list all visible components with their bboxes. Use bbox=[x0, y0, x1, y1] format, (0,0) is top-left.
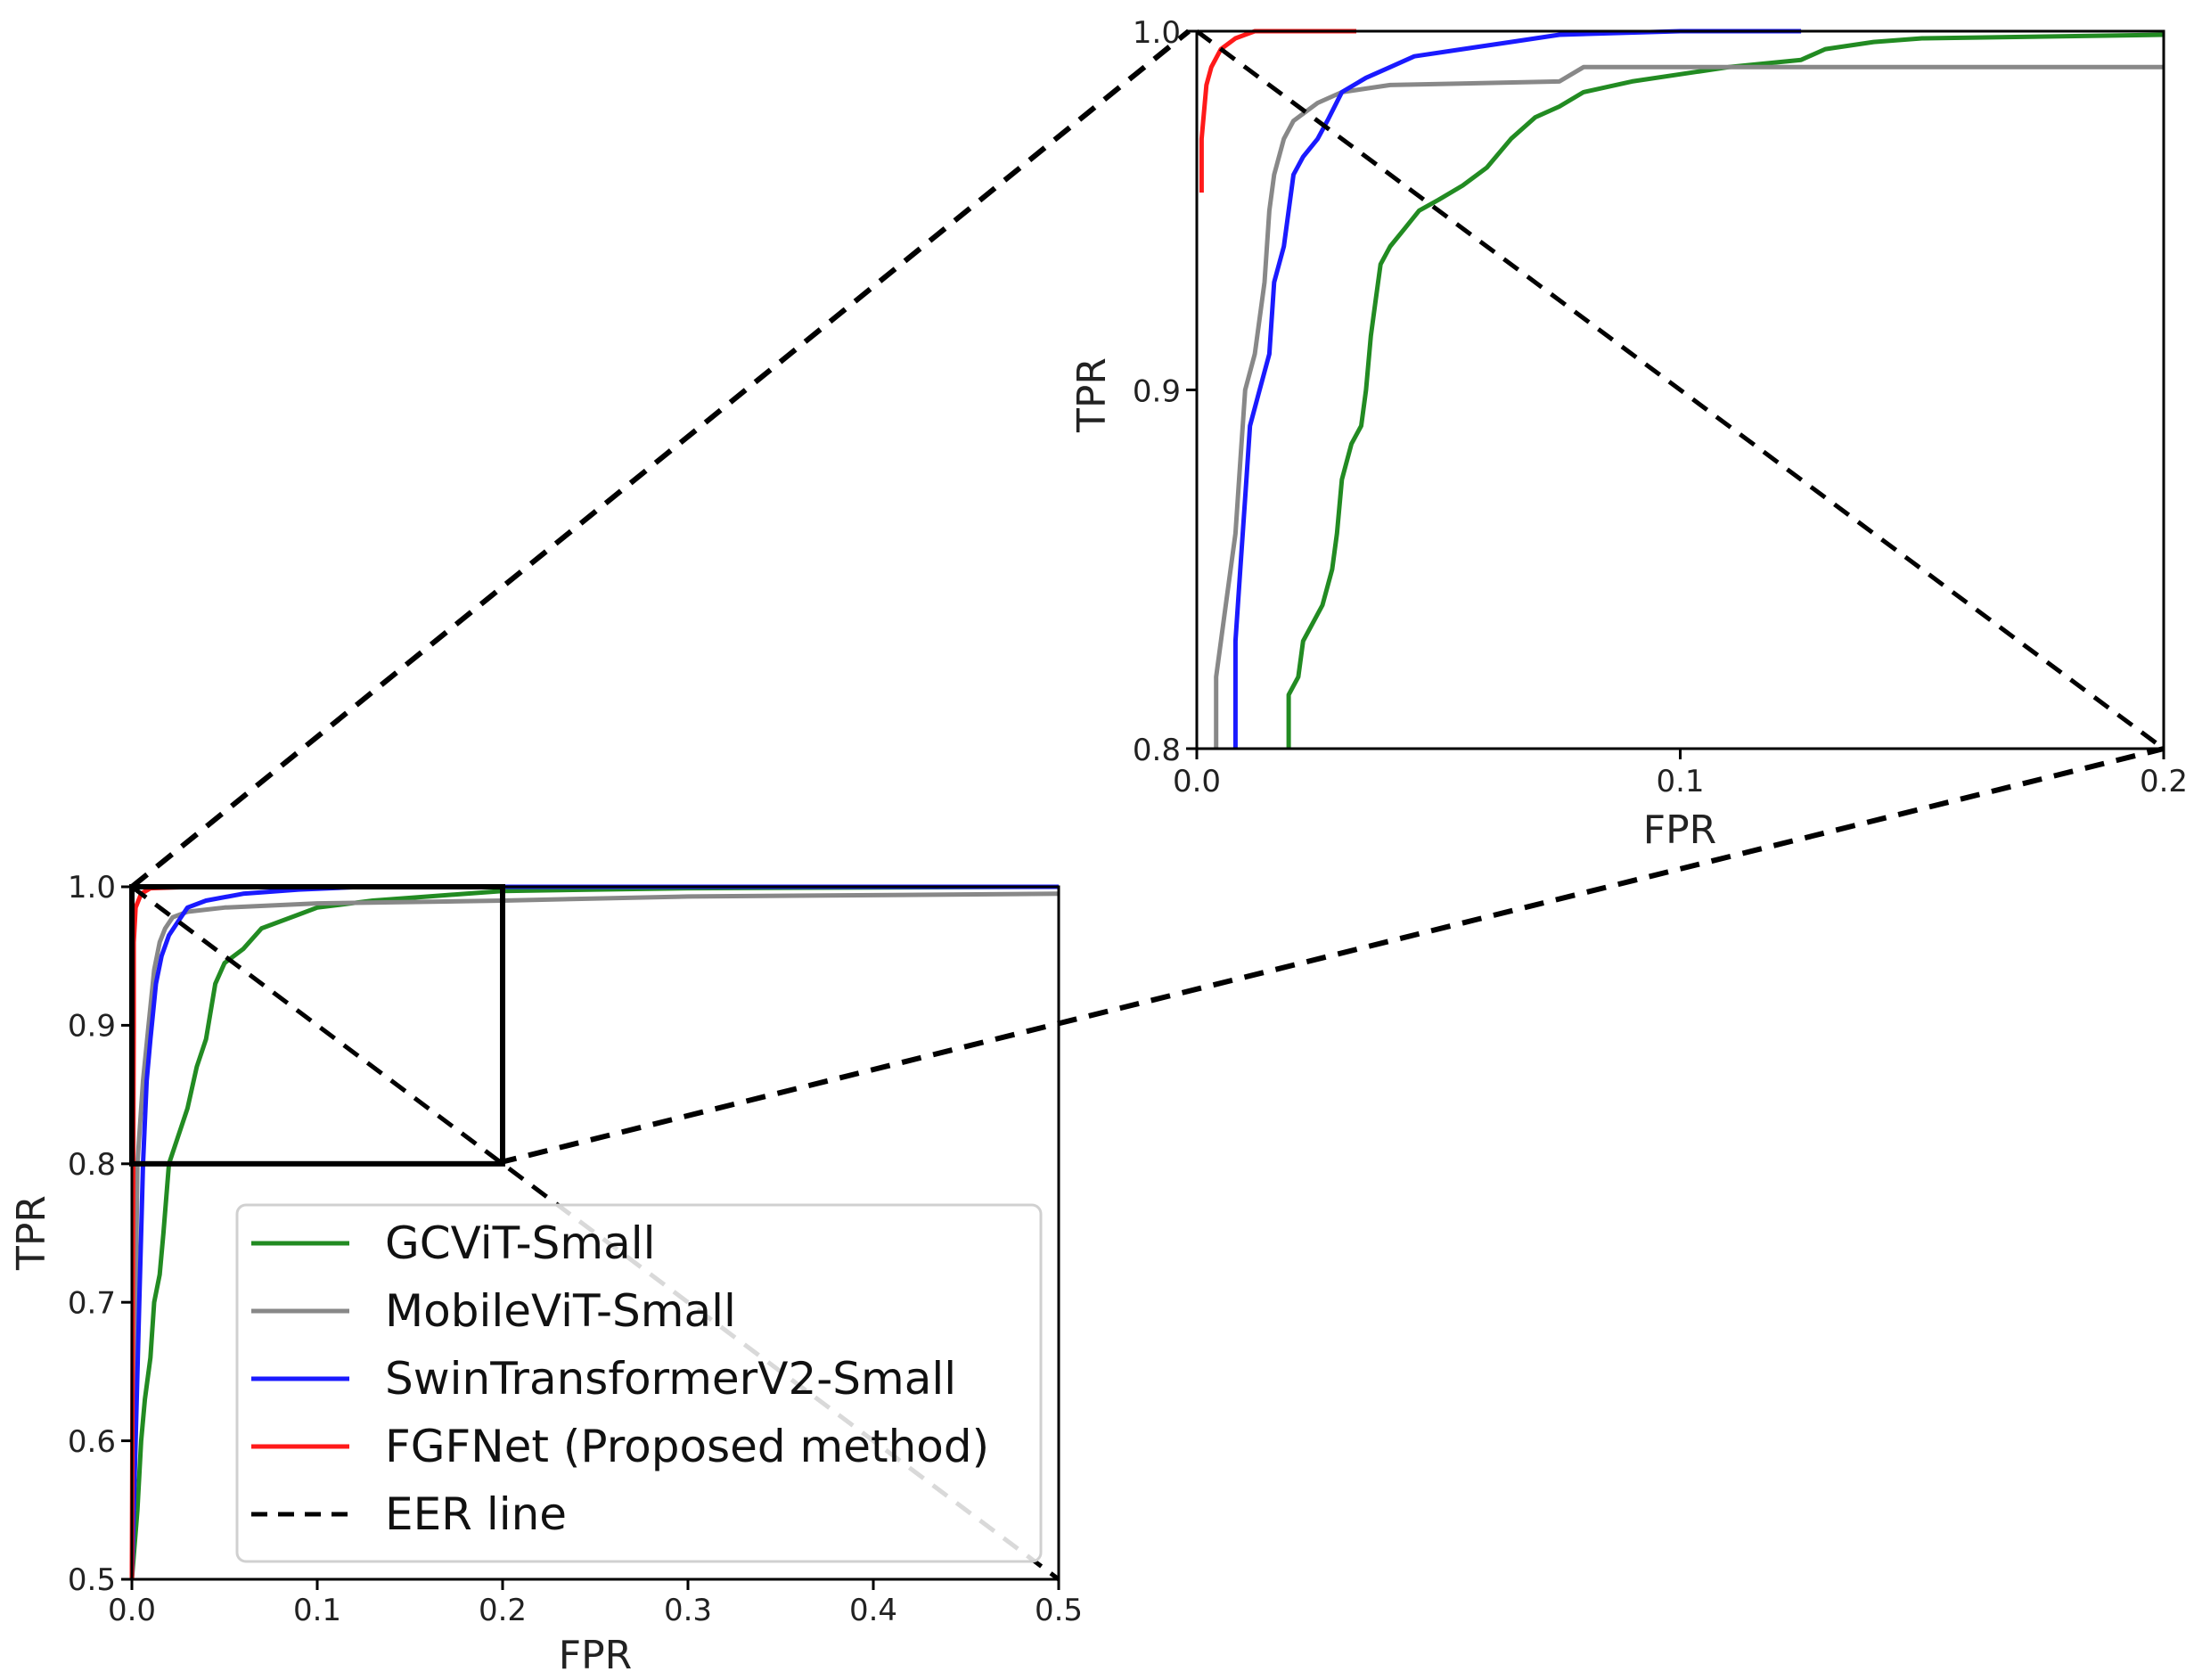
legend-label-mobilevit-small: MobileViT-Small bbox=[385, 1285, 736, 1337]
main-y-tick-label: 0.5 bbox=[68, 1562, 116, 1598]
inset-series-eer-line bbox=[1195, 29, 2165, 751]
main-y-tick-label: 0.8 bbox=[68, 1147, 116, 1183]
zoom-connector-top bbox=[130, 29, 1191, 889]
legend-label-fgfnet-proposed-method: FGFNet (Proposed method) bbox=[385, 1421, 989, 1472]
main-series-mobilevit-small bbox=[129, 891, 1060, 1580]
main-plot: 0.0 0.1 0.2 0.3 0.4 0.5 0.5 0.6 0.7 0.8 0.9 1.0 FP… bbox=[9, 870, 1083, 1678]
main-series-eer-line bbox=[130, 884, 1060, 1582]
legend-label-eer-line: EER line bbox=[385, 1488, 567, 1540]
main-y-ticks: 0.5 0.6 0.7 0.8 0.9 1.0 bbox=[68, 870, 132, 1598]
main-series-swintransformerv2-small bbox=[129, 884, 1059, 1580]
legend-label-gcvit-small: GCViT-Small bbox=[385, 1217, 656, 1269]
legend-frame bbox=[235, 1203, 1043, 1563]
zoom-connector-bottom bbox=[496, 746, 2165, 1166]
main-x-ticks: 0.0 0.1 0.2 0.3 0.4 0.5 bbox=[108, 1579, 1083, 1628]
main-x-axis-title: FPR bbox=[559, 1633, 632, 1678]
inset-x-tick-label: 0.0 bbox=[1173, 764, 1221, 799]
inset-x-ticks: 0.0 0.1 0.2 bbox=[1173, 749, 2188, 799]
main-x-tick-label: 0.1 bbox=[293, 1593, 341, 1628]
legend-label-swintransformerv2-small: SwinTransformerV2-Small bbox=[385, 1353, 956, 1405]
inset-series-mobilevit-small bbox=[1214, 64, 2164, 749]
inset-series-swintransformerv2-small bbox=[1232, 29, 1802, 749]
main-y-tick-label: 0.9 bbox=[68, 1009, 116, 1045]
inset-y-axis-title: TPR bbox=[1069, 357, 1115, 433]
inset-y-tick-label: 0.8 bbox=[1133, 733, 1181, 768]
legend: GCViT-Small MobileViT-Small SwinTransforme… bbox=[235, 1203, 1043, 1563]
main-x-tick-label: 0.5 bbox=[1035, 1593, 1083, 1628]
main-x-tick-label: 0.3 bbox=[664, 1593, 712, 1628]
inset-x-tick-label: 0.1 bbox=[1656, 764, 1704, 799]
legend-items: GCViT-Small MobileViT-Small SwinTransforme… bbox=[251, 1217, 989, 1540]
main-x-tick-label: 0.4 bbox=[849, 1593, 897, 1628]
main-y-tick-label: 0.6 bbox=[68, 1424, 116, 1460]
main-x-tick-label: 0.2 bbox=[479, 1593, 527, 1628]
inset-x-tick-label: 0.2 bbox=[2140, 764, 2188, 799]
main-y-tick-label: 0.7 bbox=[68, 1285, 116, 1321]
main-series-gcvit-small bbox=[129, 884, 1060, 1580]
zoom-connectors bbox=[130, 29, 2165, 1166]
inset-series-gcvit-small bbox=[1286, 32, 2165, 749]
inset-y-tick-label: 1.0 bbox=[1133, 15, 1181, 51]
inset-y-ticks: 0.8 0.9 1.0 bbox=[1133, 15, 1197, 768]
main-plot-frame bbox=[130, 885, 1060, 1581]
main-x-tick-label: 0.0 bbox=[108, 1593, 156, 1628]
inset-y-tick-label: 0.9 bbox=[1133, 373, 1181, 409]
inset-curves bbox=[1195, 29, 2165, 751]
inset-x-axis-title: FPR bbox=[1643, 807, 1716, 853]
main-y-tick-label: 1.0 bbox=[68, 870, 116, 906]
main-y-axis-title: TPR bbox=[9, 1195, 54, 1271]
inset-plot: 0.0 0.1 0.2 0.8 0.9 1.0 FPR TPR bbox=[1069, 15, 2188, 853]
